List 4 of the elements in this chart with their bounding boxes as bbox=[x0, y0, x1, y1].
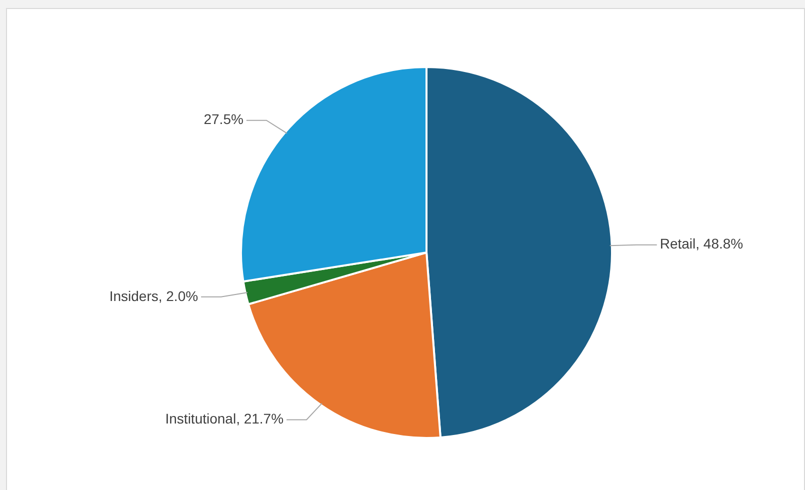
slice-label: Institutional, 21.7% bbox=[165, 410, 284, 427]
data-label: 27.5% bbox=[204, 111, 244, 128]
slice-label: Retail, 48.8% bbox=[660, 236, 744, 252]
slice-label: Insiders, 2.0% bbox=[109, 288, 198, 304]
